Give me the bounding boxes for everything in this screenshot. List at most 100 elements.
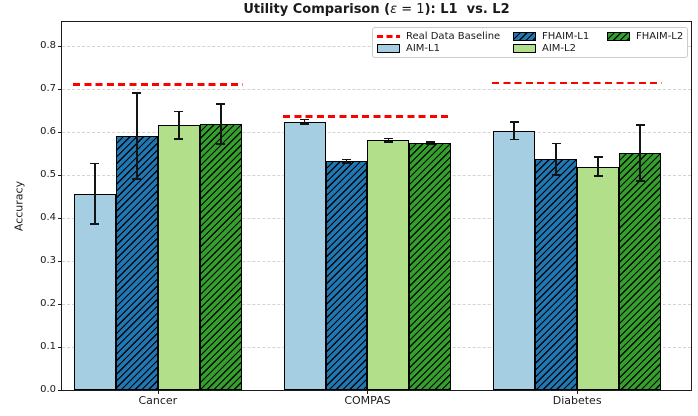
y-tick-mark <box>58 303 62 305</box>
error-cap-bottom <box>635 180 645 183</box>
bar-AIM-L2-Cancer <box>157 125 200 390</box>
legend-label: AIM-L1 <box>406 43 440 55</box>
error-bar-AIM-L1-Diabetes <box>513 122 516 140</box>
error-cap-top <box>383 137 393 140</box>
error-cap-top <box>90 162 100 165</box>
error-bar-FHAIM-L2-Cancer <box>219 104 222 144</box>
error-cap-bottom <box>425 143 435 146</box>
error-bar-FHAIM-L1-Cancer <box>136 93 138 180</box>
y-tick-mark <box>58 45 62 47</box>
error-cap-bottom <box>90 223 100 225</box>
y-tick-mark <box>58 174 62 176</box>
error-bar-FHAIM-L2-Diabetes <box>639 125 641 182</box>
legend-swatch-FHAIM-L2 <box>607 31 630 41</box>
bar-AIM-L2-COMPAS <box>367 140 410 390</box>
legend-swatch-AIM-L2 <box>513 44 536 54</box>
title-segment-pre: Utility Comparison ( <box>243 2 391 17</box>
error-cap-bottom <box>132 178 142 180</box>
error-bar-AIM-L2-COMPAS <box>387 138 390 143</box>
y-tick-label: 0.8 <box>40 39 56 51</box>
y-tick-label: 0.7 <box>40 82 56 94</box>
y-tick-mark <box>58 131 62 133</box>
bar-AIM-L1-Diabetes <box>493 130 536 390</box>
legend-swatch-AIM-L1 <box>377 44 400 54</box>
legend-item-AIM-L1: AIM-L1 <box>377 43 513 54</box>
chart-title: Utility Comparison (ε = 1): L1 vs. L2 <box>62 2 691 18</box>
x-tick-mark <box>157 390 159 394</box>
bar-FHAIM-L1-Diabetes <box>535 159 578 390</box>
error-cap-top <box>509 121 519 124</box>
legend-swatch-FHAIM-L1 <box>513 31 536 41</box>
legend-item-AIM-L2: AIM-L2 <box>513 43 607 54</box>
bar-AIM-L1-COMPAS <box>283 121 326 390</box>
error-cap-bottom <box>342 161 352 164</box>
bar-FHAIM-L2-COMPAS <box>409 143 452 390</box>
error-cap-bottom <box>551 174 561 177</box>
legend-label: Real Data Baseline <box>406 30 501 42</box>
y-tick-label: 0.0 <box>40 384 56 395</box>
bar-FHAIM-L2-Diabetes <box>619 153 661 390</box>
error-bar-FHAIM-L1-Diabetes <box>555 143 557 176</box>
y-tick-label: 0.6 <box>40 125 56 137</box>
baseline-line-Diabetes <box>492 81 663 85</box>
x-category-label-Diabetes: Diabetes <box>552 394 602 407</box>
legend: Real Data Baseline AIM-L1 FHAIM-L1 AIM-L2 FH… <box>372 27 688 58</box>
y-tick-mark <box>58 390 62 391</box>
title-epsilon-symbol: ε <box>390 2 398 17</box>
y-tick-label: 0.3 <box>40 254 56 266</box>
legend-item-FHAIM-L2: FHAIM-L2 <box>607 31 683 42</box>
y-tick-mark <box>58 217 62 219</box>
plot-area: Real Data Baseline AIM-L1 FHAIM-L1 AIM-L2 FH… <box>61 21 692 391</box>
bar-FHAIM-L2-Cancer <box>199 124 242 390</box>
bar-FHAIM-L1-COMPAS <box>325 161 368 390</box>
y-tick-label: 0.5 <box>40 168 56 180</box>
y-tick-mark <box>58 346 62 348</box>
error-cap-top <box>342 158 352 161</box>
error-bar-AIM-L1-Cancer <box>94 163 96 224</box>
error-cap-bottom <box>509 138 519 141</box>
legend-item-FHAIM-L1: FHAIM-L1 <box>513 31 607 42</box>
error-cap-bottom <box>174 138 184 140</box>
y-tick-label: 0.4 <box>40 211 56 223</box>
error-cap-top <box>551 142 561 145</box>
legend-item-real-data-baseline: Real Data Baseline <box>377 31 513 42</box>
baseline-line-Cancer <box>72 83 243 86</box>
error-cap-bottom <box>300 123 310 125</box>
error-cap-bottom <box>216 143 226 145</box>
bar-AIM-L1-Cancer <box>73 193 116 390</box>
bar-AIM-L2-Diabetes <box>577 166 620 390</box>
legend-swatch-baseline <box>377 35 400 38</box>
error-cap-top <box>593 156 603 158</box>
error-bar-AIM-L2-Cancer <box>177 111 180 140</box>
baseline-line-COMPAS <box>282 115 453 118</box>
x-category-label-Cancer: Cancer <box>138 394 178 407</box>
error-cap-bottom <box>383 141 393 143</box>
error-cap-top <box>300 118 310 121</box>
gridline <box>62 88 691 90</box>
error-cap-top <box>425 141 435 143</box>
gridline <box>62 131 691 133</box>
error-bar-FHAIM-L2-COMPAS <box>429 142 432 145</box>
bar-FHAIM-L1-Cancer <box>115 136 158 390</box>
legend-label: AIM-L2 <box>542 43 576 55</box>
y-tick-label: 0.1 <box>40 340 56 352</box>
title-segment-mid: = 1 <box>397 2 425 17</box>
error-cap-top <box>132 92 142 94</box>
x-category-label-COMPAS: COMPAS <box>344 394 391 407</box>
legend-label: FHAIM-L2 <box>636 30 684 42</box>
error-cap-top <box>216 103 226 105</box>
error-cap-top <box>174 110 184 113</box>
x-tick-mark <box>367 390 369 394</box>
x-tick-mark <box>577 390 579 394</box>
error-bar-FHAIM-L1-COMPAS <box>345 159 348 163</box>
y-tick-mark <box>58 88 62 90</box>
error-cap-bottom <box>593 175 603 177</box>
error-cap-top <box>635 124 645 127</box>
legend-label: FHAIM-L1 <box>542 30 590 42</box>
error-bar-AIM-L2-Diabetes <box>597 157 599 177</box>
title-segment-post: ): L1 vs. L2 <box>424 2 510 17</box>
error-bar-AIM-L1-COMPAS <box>303 119 306 124</box>
y-tick-label: 0.2 <box>40 297 56 309</box>
y-tick-mark <box>58 260 62 262</box>
